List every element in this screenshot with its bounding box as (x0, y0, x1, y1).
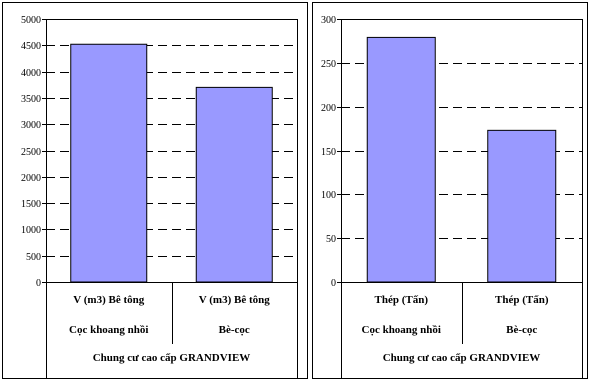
bar (70, 43, 148, 283)
y-tick-label: 250 (321, 59, 336, 70)
y-tick-label: 300 (321, 15, 336, 26)
y-tick-label: 1500 (21, 199, 41, 210)
category-sublabel: Cọc khoang nhồi (69, 324, 148, 336)
bar (487, 129, 557, 283)
y-tick-label: 2000 (21, 173, 41, 184)
y-tick-label: 4000 (21, 68, 41, 79)
y-tick-label: 3500 (21, 94, 41, 105)
group-label: Chung cư cao cấp GRANDVIEW (383, 352, 541, 364)
bar (366, 36, 436, 283)
y-tick-label: 4500 (21, 41, 41, 52)
category-label: Thép (Tấn) (495, 294, 549, 306)
y-tick-label: 200 (321, 103, 336, 114)
category-label: Thép (Tấn) (375, 294, 429, 306)
y-tick-label: 100 (321, 190, 336, 201)
y-tick-label: 3000 (21, 120, 41, 131)
y-tick-label: 5000 (21, 15, 41, 26)
category-label: V (m3) Bê tông (73, 294, 144, 306)
category-sublabel: Cọc khoang nhồi (362, 324, 441, 336)
y-tick-label: 0 (36, 278, 41, 289)
category-label: V (m3) Bê tông (199, 294, 270, 306)
category-sublabel: Bè-cọc (506, 324, 537, 336)
y-tick-label: 50 (326, 234, 336, 245)
group-label: Chung cư cao cấp GRANDVIEW (93, 352, 251, 364)
chart-panel-2: 0 50 100 150 200 250 300 Thép (Tấn) Cọc khoang n… (312, 2, 588, 379)
y-tick-label: 0 (331, 278, 336, 289)
bar (195, 86, 273, 283)
y-tick-label: 150 (321, 147, 336, 158)
category-sublabel: Bè-cọc (219, 324, 250, 336)
y-tick-label: 1000 (21, 225, 41, 236)
y-tick-label: 2500 (21, 147, 41, 158)
chart-panel-1: 0 500 1000 1500 2000 2500 3000 3500 4000 4500 5000… (2, 2, 308, 379)
y-tick-label: 500 (26, 252, 41, 263)
